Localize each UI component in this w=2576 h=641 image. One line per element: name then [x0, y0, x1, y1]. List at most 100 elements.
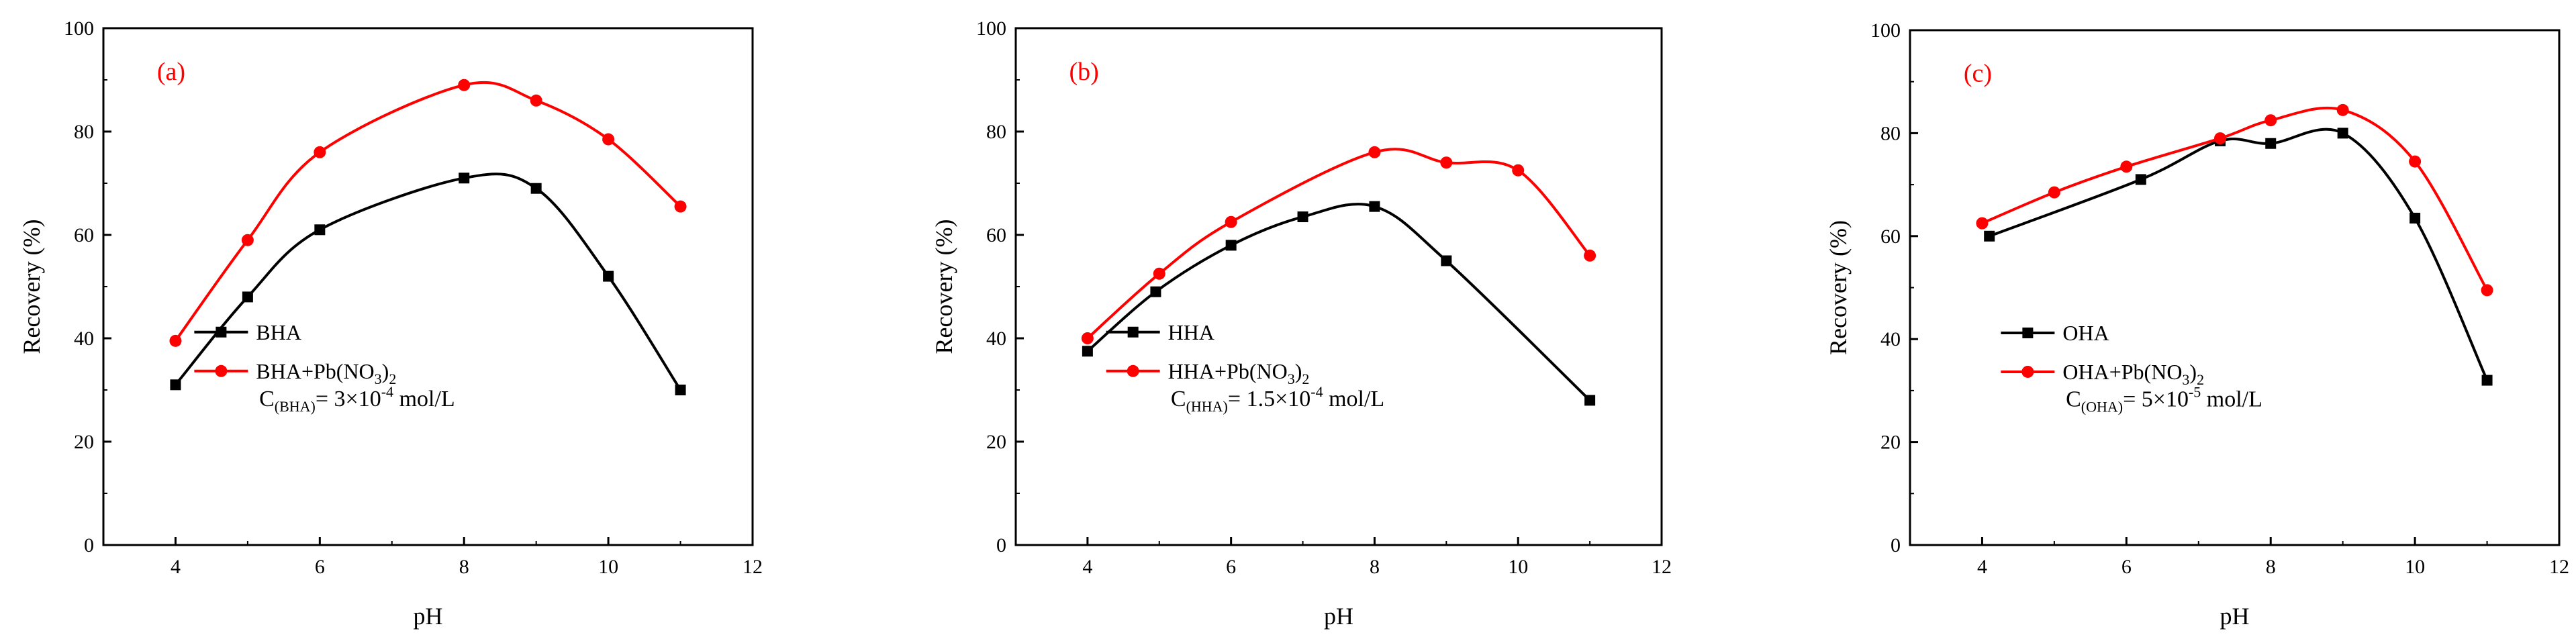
legend-label: OHA+Pb(NO3)2 [2062, 360, 2204, 388]
chart-panel-3: 4 6 8 10 12 0 20 40 60 80 100 pH Recovery (%) (c) OHA O… [1825, 19, 2569, 630]
data-point-BHA+Pb(NO3)2 [458, 79, 471, 91]
data-point-OHA+Pb(NO3)2 [2214, 132, 2227, 145]
y-tick-label: 80 [74, 121, 94, 143]
data-point-BHA+Pb(NO3)2 [241, 234, 254, 246]
y-tick-label: 100 [976, 17, 1006, 40]
concentration-annotation: C(BHA)= 3×10-4 mol/L [259, 383, 455, 415]
x-tick-label: 10 [2405, 556, 2425, 578]
data-point-OHA [2135, 174, 2146, 185]
y-axis-label: Recovery (%) [1825, 220, 1852, 355]
legend-marker [2021, 365, 2034, 378]
data-point-OHA [2410, 212, 2421, 224]
data-point-HHA+Pb(NO3)2 [1153, 267, 1165, 280]
x-tick-label: 4 [1082, 556, 1092, 578]
data-point-OHA+Pb(NO3)2 [2048, 186, 2060, 199]
x-tick-label: 4 [171, 556, 181, 578]
y-axis-label: Recovery (%) [931, 219, 957, 354]
panel-label: (b) [1069, 58, 1098, 86]
data-point-HHA+Pb(NO3)2 [1368, 146, 1381, 158]
y-tick-label: 40 [1880, 328, 1901, 350]
series-line-BHA [174, 172, 682, 391]
data-point-OHA [2337, 128, 2348, 139]
data-point-OHA [2481, 375, 2493, 386]
x-tick-label: 8 [2266, 556, 2276, 578]
data-point-HHA+Pb(NO3)2 [1512, 164, 1525, 177]
y-axis-label: Recovery (%) [18, 219, 45, 354]
x-axis-label: pH [2220, 603, 2250, 630]
concentration-annotation: C(HHA)= 1.5×10-4 mol/L [1171, 383, 1384, 415]
legend-label: BHA [256, 320, 301, 344]
y-tick-label: 80 [986, 121, 1006, 143]
data-point-OHA+Pb(NO3)2 [2481, 284, 2493, 297]
data-point-HHA [1225, 240, 1237, 251]
y-tick-label: 60 [74, 224, 94, 246]
series-line-OHA [1989, 128, 2489, 381]
data-point-HHA [1297, 211, 1308, 223]
x-tick-label: 6 [315, 556, 325, 578]
x-tick-label: 10 [1508, 556, 1528, 578]
data-point-HHA+Pb(NO3)2 [1584, 249, 1596, 262]
legend-marker [215, 364, 228, 377]
y-tick-label: 0 [996, 534, 1006, 556]
data-point-BHA [170, 379, 181, 391]
data-point-HHA+Pb(NO3)2 [1081, 332, 1094, 344]
y-tick-label: 60 [986, 224, 1006, 246]
data-point-HHA [1584, 395, 1596, 406]
x-tick-label: 12 [1652, 556, 1672, 578]
data-point-BHA+Pb(NO3)2 [602, 133, 615, 146]
data-point-HHA [1441, 255, 1452, 266]
chart-panel-2: 4 6 8 10 12 0 20 40 60 80 100 pH Recovery (%) (b) HHA H… [931, 17, 1672, 630]
legend-label: BHA+Pb(NO3)2 [256, 359, 396, 387]
y-tick-label: 100 [1870, 19, 1901, 42]
data-point-BHA [675, 385, 686, 395]
data-point-BHA [314, 224, 326, 236]
data-point-HHA [1082, 346, 1093, 357]
y-tick-label: 40 [74, 328, 94, 350]
x-tick-label: 10 [598, 556, 618, 578]
x-axis-label: pH [414, 603, 443, 630]
plot-frame [102, 27, 754, 546]
series-line-HHA+Pb(NO3)2 [1086, 148, 1591, 340]
panel-label: (c) [1964, 60, 1992, 88]
x-axis-label: pH [1324, 603, 1353, 630]
data-point-OHA [1984, 230, 1995, 242]
y-tick-label: 100 [64, 17, 94, 40]
y-tick-label: 0 [1891, 534, 1901, 556]
legend-label: HHA [1168, 320, 1214, 344]
x-tick-label: 8 [1370, 556, 1380, 578]
legend-marker [1127, 326, 1139, 338]
x-tick-label: 12 [2549, 556, 2569, 578]
x-tick-label: 6 [1226, 556, 1236, 578]
y-tick-label: 80 [1880, 122, 1901, 144]
legend-label: OHA [2062, 321, 2109, 345]
x-tick-label: 12 [743, 556, 763, 578]
data-point-OHA+Pb(NO3)2 [2264, 114, 2277, 127]
x-tick-label: 8 [459, 556, 469, 578]
data-point-BHA+Pb(NO3)2 [674, 200, 687, 213]
y-tick-label: 0 [84, 534, 94, 556]
data-point-HHA+Pb(NO3)2 [1225, 215, 1237, 228]
legend-marker [216, 326, 227, 338]
series-line-OHA+Pb(NO3)2 [1981, 106, 2489, 291]
data-point-OHA+Pb(NO3)2 [1976, 217, 1989, 230]
legend-marker [2022, 327, 2034, 338]
data-point-HHA [1150, 286, 1161, 297]
y-tick-label: 60 [1880, 226, 1901, 248]
y-tick-label: 20 [986, 431, 1006, 453]
panel-label: (a) [157, 58, 185, 86]
data-point-BHA+Pb(NO3)2 [314, 146, 326, 158]
data-point-BHA+Pb(NO3)2 [530, 94, 542, 107]
plot-frame [1909, 29, 2561, 546]
concentration-annotation: C(OHA)= 5×10-5 mol/L [2066, 384, 2262, 415]
legend-marker [1127, 364, 1139, 377]
y-tick-label: 20 [74, 431, 94, 453]
y-tick-label: 40 [986, 328, 1006, 350]
data-point-BHA [459, 172, 470, 184]
x-tick-label: 6 [2121, 556, 2132, 578]
data-point-OHA+Pb(NO3)2 [2336, 103, 2349, 116]
data-point-HHA [1369, 201, 1380, 212]
data-point-BHA [242, 291, 253, 303]
data-point-OHA+Pb(NO3)2 [2120, 160, 2133, 173]
data-point-HHA+Pb(NO3)2 [1440, 156, 1453, 169]
